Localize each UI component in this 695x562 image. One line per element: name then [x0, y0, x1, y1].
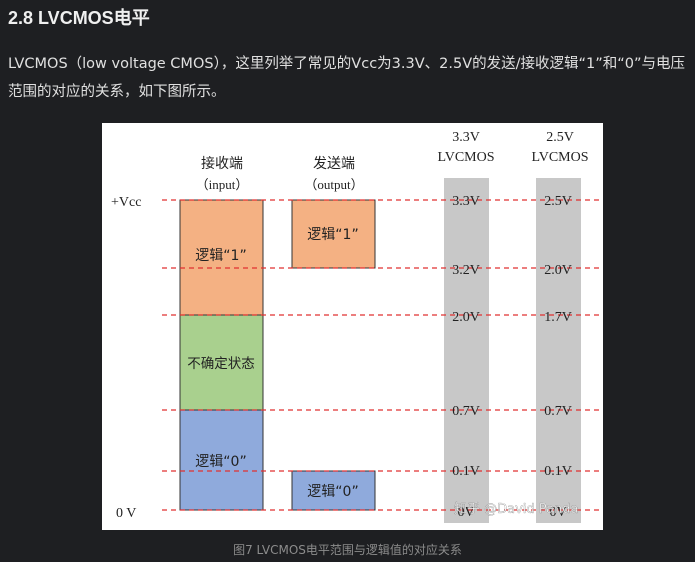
- lvcmos-figure: 接收端 （input） 发送端 （output） 3.3V LVCMOS 2.5…: [102, 123, 603, 530]
- v33-value: 2.0V: [452, 310, 480, 325]
- v33-value: 3.3V: [452, 194, 480, 209]
- rx-undefined-bar: [179, 314, 264, 411]
- v33-value: 3.2V: [452, 263, 480, 278]
- v33-value: 0.7V: [452, 404, 480, 419]
- receiver-header: 接收端: [201, 155, 243, 172]
- vcc-label: +Vcc: [111, 195, 141, 210]
- watermark: 知乎 @David Panda: [454, 501, 578, 517]
- rx-logic0-label: 逻辑“0”: [195, 454, 246, 470]
- intro-paragraph: LVCMOS（low voltage CMOS），这里列举了常见的Vcc为3.3…: [8, 56, 686, 100]
- col-33-header-line1: 3.3V: [452, 130, 480, 145]
- col-25-header-line2: LVCMOS: [531, 150, 588, 165]
- rx-undefined-label: 不确定状态: [187, 356, 255, 372]
- tx-logic1-label: 逻辑“1”: [307, 227, 358, 243]
- v25-value: 1.7V: [544, 310, 572, 325]
- tx-logic0-bar: [291, 470, 376, 511]
- col-25-header-line1: 2.5V: [546, 130, 574, 145]
- figure-caption: 图7 LVCMOS电平范围与逻辑值的对应关系: [233, 543, 462, 557]
- v25-value: 0.7V: [544, 404, 572, 419]
- column-33-bg: [444, 178, 489, 523]
- sender-header: 发送端: [313, 156, 355, 172]
- lvcmos-diagram: 接收端 （input） 发送端 （output） 3.3V LVCMOS 2.5…: [111, 130, 602, 523]
- v33-value: 0V: [457, 505, 474, 520]
- rx-logic1-label: 逻辑“1”: [195, 248, 246, 264]
- rx-logic0-bar: [179, 409, 264, 511]
- section-heading: 2.8 LVCMOS电平: [8, 8, 150, 28]
- tx-logic0-label: 逻辑“0”: [307, 484, 358, 500]
- v25-value: 2.0V: [544, 263, 572, 278]
- zero-volt-label: 0 V: [116, 506, 136, 521]
- column-25-bg: [536, 178, 581, 523]
- v25-value: 2.5V: [544, 194, 572, 209]
- receiver-subheader: （input）: [196, 177, 249, 192]
- sender-subheader: （output）: [304, 177, 363, 192]
- v33-value: 0.1V: [452, 464, 480, 479]
- v25-value: 0.1V: [544, 464, 572, 479]
- v25-value: 0V: [549, 505, 566, 520]
- col-33-header-line2: LVCMOS: [437, 150, 494, 165]
